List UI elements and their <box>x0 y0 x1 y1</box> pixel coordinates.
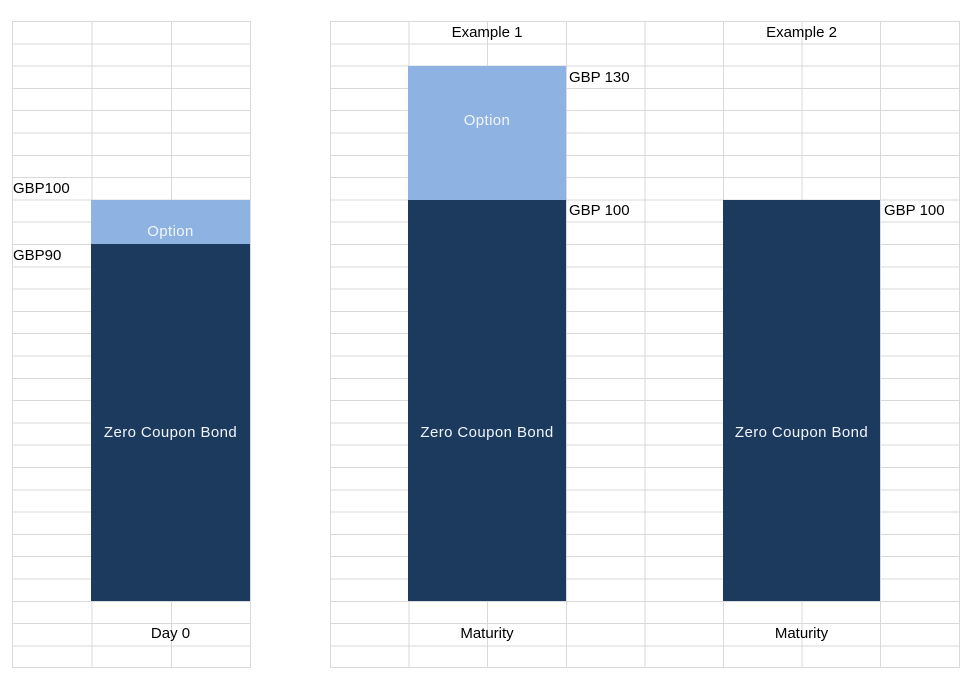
example1-option-label: Option <box>463 112 511 129</box>
example1-bond-label: Zero Coupon Bond <box>420 424 554 441</box>
example2-bond-label: Zero Coupon Bond <box>734 424 869 441</box>
example2-bond-segment <box>723 200 880 601</box>
example1-annotation-gbp100: GBP 100 <box>569 202 630 219</box>
day0-annotation-gbp100: GBP100 <box>13 180 70 197</box>
day0-option-label: Option <box>147 223 194 240</box>
day0-bond-segment <box>91 244 250 601</box>
example2-title: Example 2 <box>766 24 837 41</box>
example1-axis-label: Maturity <box>460 625 514 642</box>
example1-title: Example 1 <box>451 24 523 41</box>
example2-axis-label: Maturity <box>774 625 829 642</box>
example1-option-segment <box>408 66 566 200</box>
example1-annotation-gbp130: GBP 130 <box>569 69 630 86</box>
day0-bond-label: Zero Coupon Bond <box>103 424 238 441</box>
day0-annotation-gbp90: GBP90 <box>13 247 62 264</box>
example2-annotation-gbp100: GBP 100 <box>884 202 945 219</box>
example1-bond-segment <box>408 200 566 601</box>
day0-option-segment <box>91 200 250 244</box>
day0-axis-label: Day 0 <box>150 625 191 642</box>
